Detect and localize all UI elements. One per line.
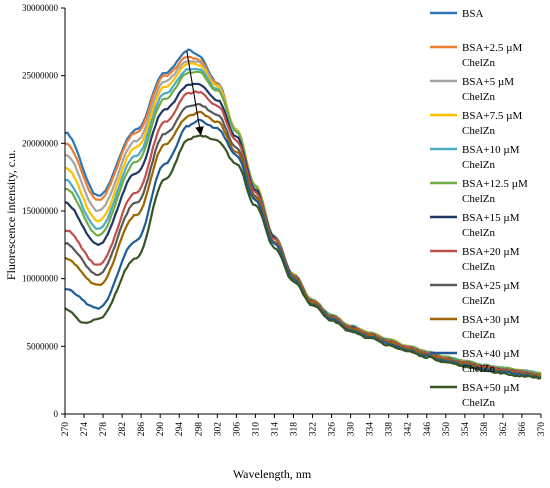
legend-label: BSA+25 µM ChelZn (462, 280, 520, 307)
x-tick-label: 282 (118, 422, 128, 437)
legend-label: BSA+2.5 µM ChelZn (462, 42, 522, 69)
x-tick-label: 302 (213, 422, 223, 437)
x-tick-label: 370 (537, 422, 547, 437)
legend-label: BSA+20 µM ChelZn (462, 246, 520, 273)
series-line (64, 110, 542, 378)
series-line (64, 134, 542, 380)
x-tick-label: 362 (499, 422, 509, 437)
x-tick-label: 298 (194, 422, 204, 437)
x-tick-label: 350 (442, 422, 452, 437)
x-tick-label: 330 (347, 422, 357, 437)
legend-label: BSA (462, 8, 483, 20)
x-tick-label: 354 (461, 422, 471, 437)
x-tick-label: 358 (480, 422, 490, 437)
x-tick-label: 322 (309, 422, 319, 437)
legend: BSA BSA+2.5 µM ChelZn BSA+5 µM ChelZn BSA+7.5… (430, 8, 528, 409)
x-tick-label: 334 (366, 422, 376, 437)
x-tick-label: 290 (156, 422, 166, 437)
legend-label: BSA+50 µM ChelZn (462, 382, 520, 409)
y-tick-label: 30000000 (22, 3, 59, 13)
legend-label: BSA+10 µM ChelZn (462, 144, 520, 171)
x-tick-label: 310 (251, 422, 261, 437)
legend-label: BSA+7.5 µM ChelZn (462, 110, 522, 137)
x-tick-label: 274 (80, 422, 90, 437)
x-tick-label: 342 (404, 422, 414, 437)
legend-label: BSA+5 µM ChelZn (462, 76, 514, 103)
y-tick-label: 20000000 (22, 138, 59, 148)
y-tick-label: 0 (54, 409, 59, 419)
legend-label: BSA+40 µM ChelZn (462, 348, 520, 375)
x-tick-label: 286 (137, 422, 147, 437)
x-tick-label: 338 (385, 422, 395, 437)
x-tick-label: 270 (61, 422, 71, 437)
x-tick-label: 366 (518, 422, 528, 437)
legend-label: BSA+12.5 µM ChelZn (462, 178, 528, 205)
y-tick-label: 25000000 (22, 71, 59, 81)
y-tick-label: 15000000 (22, 206, 59, 216)
x-tick-label: 314 (270, 422, 280, 437)
y-tick-label: 10000000 (22, 274, 59, 284)
shift-arrow (186, 51, 204, 136)
x-tick-label: 294 (175, 422, 185, 437)
series-layer (64, 48, 542, 380)
x-tick-label: 326 (328, 422, 338, 437)
x-tick-label: 318 (289, 422, 299, 437)
legend-label: BSA+30 µM ChelZn (462, 314, 520, 341)
legend-label: BSA+15 µM ChelZn (462, 212, 520, 239)
x-tick-label: 306 (232, 422, 242, 437)
x-axis-label: Wavelength, nm (233, 467, 312, 481)
y-axis-label: Fluorescence intensity, c.u. (4, 150, 18, 280)
axes-layer: 0 5000000 10000000 15000000 20000000 25000000… (22, 3, 547, 436)
x-tick-label: 278 (99, 422, 109, 437)
y-tick-label: 5000000 (27, 341, 59, 351)
x-tick-label: 346 (423, 422, 433, 437)
